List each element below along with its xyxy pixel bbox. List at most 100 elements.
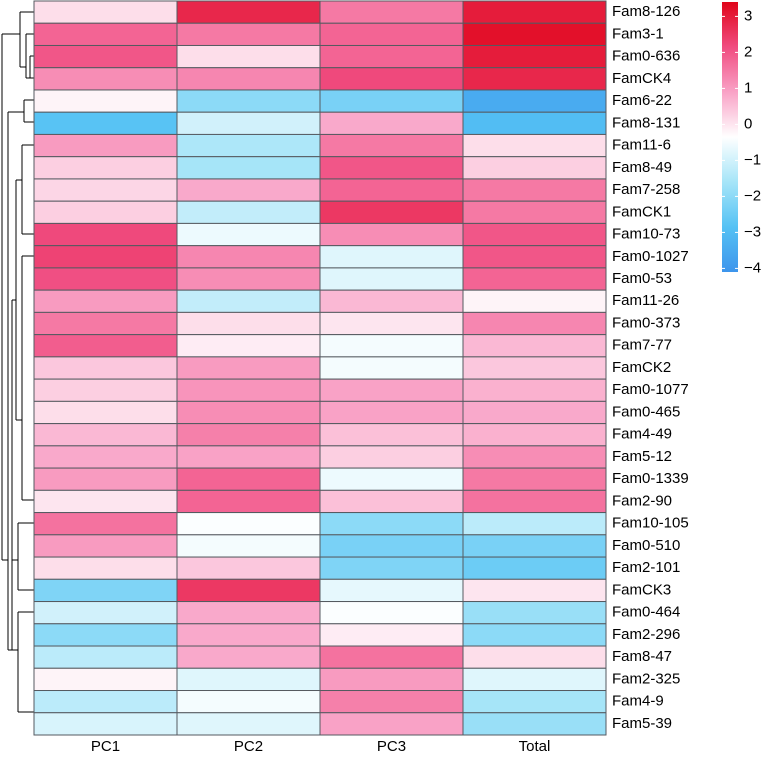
heatmap-cell xyxy=(33,356,178,380)
heatmap-cell xyxy=(176,667,321,692)
heatmap-cell xyxy=(462,111,607,135)
heatmap-cell xyxy=(462,690,607,714)
heatmap-cell xyxy=(319,0,464,24)
heatmap-cell xyxy=(462,0,607,24)
row-label: Fam0-510 xyxy=(612,537,680,554)
heatmap-cell xyxy=(33,645,178,669)
row-label: Fam5-12 xyxy=(612,448,672,465)
heatmap-cell xyxy=(176,156,321,180)
row-label: Fam10-73 xyxy=(612,226,680,243)
heatmap-cell xyxy=(176,267,321,291)
heatmap-cell xyxy=(33,0,178,24)
heatmap-cell xyxy=(319,22,464,46)
heatmap-cell xyxy=(176,222,321,247)
heatmap-cell xyxy=(462,200,607,224)
heatmap-cell xyxy=(176,22,321,46)
heatmap-cell xyxy=(319,245,464,269)
heatmap-cell xyxy=(462,601,607,625)
row-label: Fam2-296 xyxy=(612,626,680,643)
heatmap-cell xyxy=(462,489,607,514)
heatmap-cell xyxy=(33,22,178,46)
heatmap-cell xyxy=(176,423,321,447)
row-label: FamCK4 xyxy=(612,70,671,87)
heatmap-cell xyxy=(462,289,607,313)
heatmap-cell xyxy=(319,690,464,714)
row-label: Fam11-6 xyxy=(612,137,671,154)
heatmap-cell xyxy=(33,222,178,247)
row-label: Fam8-49 xyxy=(612,159,672,176)
heatmap-cell xyxy=(462,623,607,647)
heatmap-cell xyxy=(176,400,321,425)
heatmap-cell xyxy=(319,356,464,380)
column-label: Total xyxy=(519,738,551,755)
heatmap-cell xyxy=(319,623,464,647)
heatmap-cell xyxy=(176,712,321,736)
heatmap-cell xyxy=(33,334,178,358)
heatmap-cell xyxy=(33,712,178,736)
heatmap-cell xyxy=(33,44,178,69)
heatmap-cell xyxy=(462,512,607,536)
heatmap-cell xyxy=(33,178,178,202)
heatmap-cell xyxy=(319,200,464,224)
heatmap-cell xyxy=(176,356,321,380)
row-label: Fam0-53 xyxy=(612,270,672,287)
row-label: Fam7-77 xyxy=(612,337,672,354)
heatmap-cell xyxy=(33,512,178,536)
row-label: Fam0-1077 xyxy=(612,381,689,398)
heatmap-cell xyxy=(462,667,607,692)
heatmap-cell xyxy=(176,89,321,113)
colorbar xyxy=(722,2,738,272)
heatmap-cell xyxy=(33,89,178,113)
heatmap-cell xyxy=(33,667,178,692)
row-label: FamCK3 xyxy=(612,581,671,598)
row-label: Fam8-126 xyxy=(612,3,680,20)
colorbar-tick-label: −1 xyxy=(744,151,761,168)
heatmap-cell xyxy=(319,489,464,514)
heatmap-cell xyxy=(176,378,321,402)
heatmap-cell xyxy=(176,467,321,491)
heatmap-cell xyxy=(462,22,607,46)
heatmap-cell xyxy=(462,267,607,291)
heatmap-cell xyxy=(319,445,464,469)
row-label: Fam2-101 xyxy=(612,559,680,576)
heatmap-cell xyxy=(33,578,178,603)
heatmap-cell xyxy=(319,578,464,603)
heatmap-cell xyxy=(176,690,321,714)
heatmap-cell xyxy=(462,445,607,469)
heatmap-cell xyxy=(462,467,607,491)
row-label: Fam7-258 xyxy=(612,181,680,198)
heatmap-cell xyxy=(319,378,464,402)
heatmap-cell xyxy=(33,156,178,180)
heatmap-cell xyxy=(33,245,178,269)
heatmap-cell xyxy=(33,200,178,224)
column-label: PC2 xyxy=(234,738,263,755)
heatmap-cell xyxy=(319,601,464,625)
row-label: Fam11-26 xyxy=(612,292,679,309)
heatmap-cell xyxy=(462,156,607,180)
heatmap-cell xyxy=(33,489,178,514)
heatmap-cell xyxy=(33,400,178,425)
heatmap-cell xyxy=(462,89,607,113)
row-label: Fam4-49 xyxy=(612,426,672,443)
heatmap-cell xyxy=(33,467,178,491)
heatmap-cell xyxy=(462,578,607,603)
heatmap-cell xyxy=(462,400,607,425)
heatmap-cell xyxy=(176,200,321,224)
heatmap-cell xyxy=(319,178,464,202)
heatmap-cell xyxy=(319,267,464,291)
heatmap-cell xyxy=(176,623,321,647)
heatmap-cell xyxy=(462,423,607,447)
heatmap-cell xyxy=(462,133,607,158)
heatmap-cell xyxy=(176,245,321,269)
heatmap-cell xyxy=(33,690,178,714)
heatmap-cell xyxy=(176,489,321,514)
heatmap-cell xyxy=(319,89,464,113)
heatmap-cell xyxy=(176,645,321,669)
heatmap-cell xyxy=(462,712,607,736)
heatmap-cell xyxy=(462,334,607,358)
heatmap-cell xyxy=(33,267,178,291)
heatmap-cell xyxy=(462,245,607,269)
heatmap-cell xyxy=(176,0,321,24)
row-label: Fam0-464 xyxy=(612,604,680,621)
